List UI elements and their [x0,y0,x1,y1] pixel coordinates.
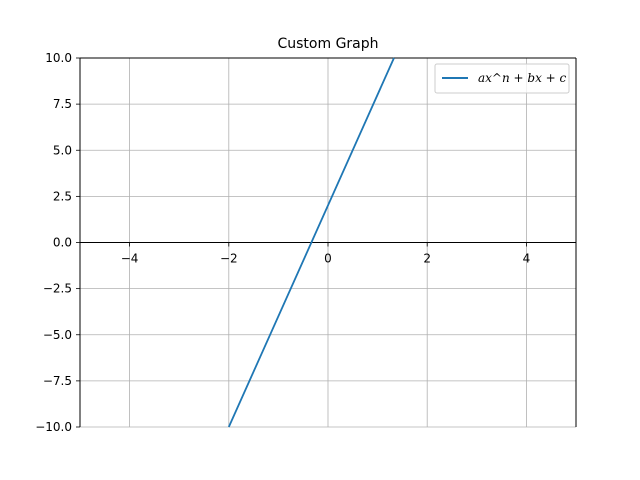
legend-label: ax^n + bx + c [478,71,567,85]
y-tick-label: 0.0 [53,236,72,250]
y-ticks: −10.0 −7.5 −5.0 −2.5 0.0 2.5 5.0 7.5 10.0 [35,51,80,434]
y-tick-label: −10.0 [35,420,72,434]
y-tick-label: 7.5 [53,97,72,111]
series-layer [227,57,395,428]
x-tick-label: 0 [324,252,332,266]
y-tick-label: −2.5 [43,282,72,296]
y-tick-label: −5.0 [43,328,72,342]
x-tick-label: −2 [220,252,238,266]
series-line [227,57,395,428]
x-tick-label: −4 [121,252,139,266]
legend-box [434,63,570,94]
x-ticks: −4 −2 0 2 4 [121,242,531,266]
x-tick-label: 2 [423,252,431,266]
y-tick-label: −7.5 [43,374,72,388]
chart-title: Custom Graph [277,36,378,52]
legend: ax^n + bx + c [434,63,570,94]
y-tick-label: 2.5 [53,189,72,203]
x-tick-label: 4 [523,252,531,266]
y-tick-label: 10.0 [45,51,72,65]
y-tick-label: 5.0 [53,143,72,157]
